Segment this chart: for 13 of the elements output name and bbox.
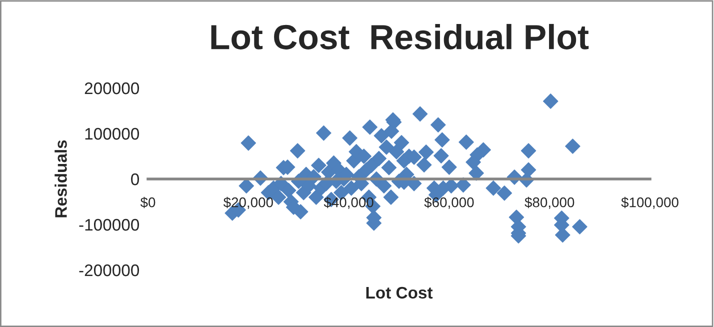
x-tick-label: $20,000: [223, 196, 273, 209]
x-tick-label: $80,000: [524, 196, 574, 209]
x-axis-title: Lot Cost: [366, 286, 433, 299]
y-tick-label: 100000: [85, 128, 140, 140]
x-tick-label: $100,000: [621, 196, 678, 209]
y-axis-title: Residuals: [54, 140, 67, 218]
x-tick-label: $0: [140, 196, 156, 208]
y-tick-label: -200000: [79, 264, 140, 276]
y-tick-label: -100000: [79, 218, 140, 231]
y-tick-label: 0: [131, 173, 140, 186]
x-tick-label: $60,000: [424, 196, 474, 209]
chart-title: Lot Cost Residual Plot: [211, 24, 589, 50]
y-tick-label: 200000: [84, 82, 140, 94]
